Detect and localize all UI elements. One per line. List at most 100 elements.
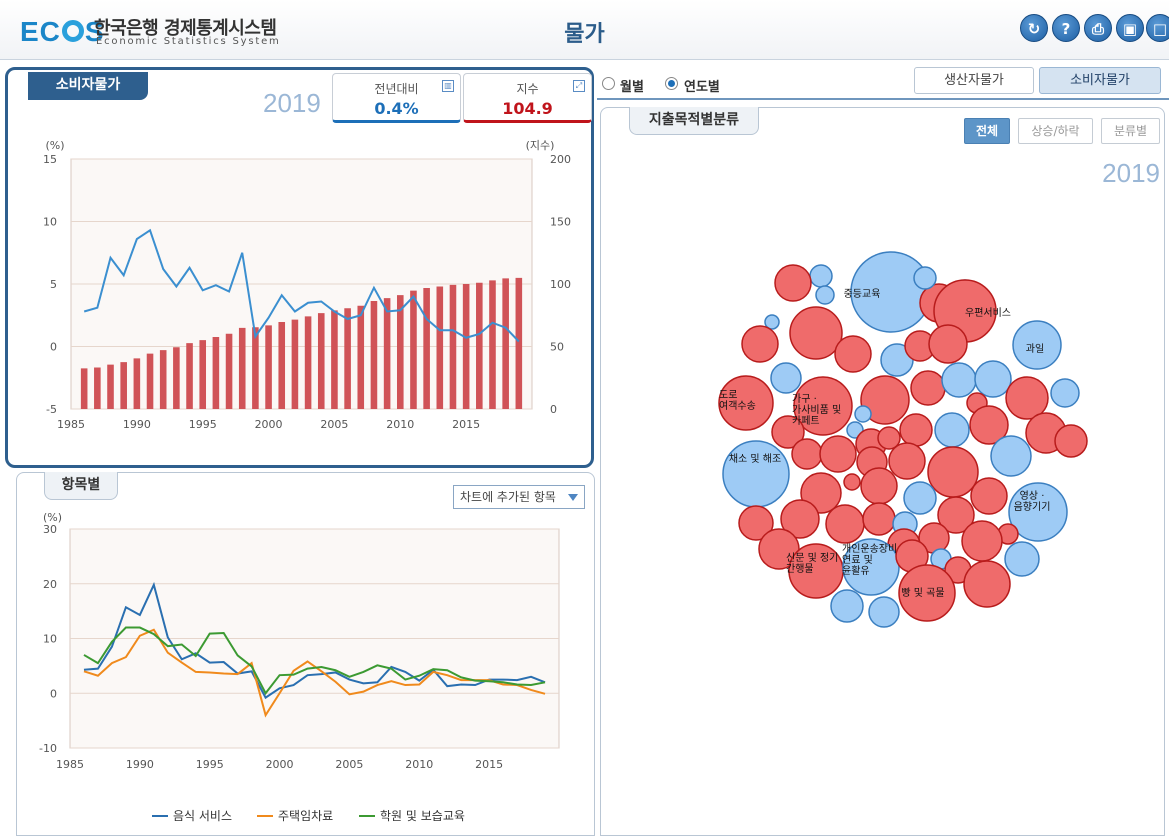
filter-updown-button[interactable]: 상승/하락 <box>1018 118 1093 144</box>
index-bar <box>291 319 299 409</box>
cpi-tab[interactable]: 소비자물가 <box>28 72 148 100</box>
radio-monthly[interactable] <box>602 77 615 90</box>
bubble-up <box>774 264 812 302</box>
bubble-up <box>738 505 774 541</box>
chevron-down-icon <box>568 494 578 501</box>
bubble-up <box>791 438 823 470</box>
x-tick-label: 2010 <box>405 758 433 771</box>
cpi-panel: 소비자물가 2019 ▥ 전년대비 0.4% ⤢ 지수 104.9 -5 0 5 10… <box>5 67 594 468</box>
bubble-label: 우편서비스 <box>965 307 1011 319</box>
x-tick-label: 1985 <box>56 758 84 771</box>
bubble-down <box>1004 541 1040 577</box>
y-tick-label: 10 <box>43 633 57 646</box>
bubble-label: 카페트 <box>792 415 820 427</box>
bubble-down <box>990 435 1032 477</box>
index-bar <box>173 347 180 409</box>
fullscreen-icon[interactable]: □ <box>1146 14 1169 42</box>
bubble-down <box>830 589 864 623</box>
bubble-down <box>934 412 970 448</box>
items-tab[interactable]: 항목별 <box>44 472 118 500</box>
kpi-yoy-value: 0.4% <box>374 99 419 118</box>
index-bar <box>159 350 167 409</box>
bubble-up <box>819 435 857 473</box>
y2-tick-label: 150 <box>550 216 571 229</box>
kpi-yoy-label: 전년대비 <box>374 82 419 96</box>
index-bar <box>515 277 523 409</box>
index-bar <box>133 358 141 409</box>
print-icon[interactable]: ⎙ <box>1084 14 1112 42</box>
index-bar <box>436 286 444 409</box>
ecos-logo[interactable]: EC S <box>20 16 105 47</box>
y-tick-label: -5 <box>46 403 57 416</box>
cpi-year: 2019 <box>263 88 321 118</box>
index-bar <box>410 290 417 409</box>
x-tick-label: 2005 <box>320 418 348 431</box>
x-tick-label: 1990 <box>123 418 151 431</box>
y2-tick-label: 0 <box>550 403 557 416</box>
logo-ring-icon <box>61 20 84 42</box>
index-bar <box>357 305 365 409</box>
x-tick-label: 1990 <box>126 758 154 771</box>
bubble-up <box>860 467 898 505</box>
y-tick-label: 20 <box>43 578 57 591</box>
bubble-up <box>843 473 861 491</box>
bubble-up <box>937 496 975 534</box>
series-line <box>83 581 546 700</box>
index-bar <box>212 337 220 409</box>
y-axis-unit: (%) <box>45 139 64 152</box>
y-tick-label: 15 <box>43 153 57 166</box>
bubble-down <box>913 266 937 290</box>
legend-label: 음식 서비스 <box>173 809 232 823</box>
kpi-index-label: 지수 <box>516 82 539 96</box>
bubble-up <box>758 528 800 570</box>
bubble-label: 가사비품 및 <box>792 404 841 416</box>
consumer-price-button[interactable]: 소비자물가 <box>1039 67 1161 94</box>
expand-icon[interactable]: ⤢ <box>573 80 585 92</box>
y-tick-label: 5 <box>50 278 57 291</box>
index-bar <box>462 284 470 409</box>
dropdown-label: 차트에 추가된 항목 <box>460 490 556 504</box>
bubble-up <box>834 335 872 373</box>
bubble-label: 개인운송장비 <box>842 543 897 555</box>
bubble-up <box>1005 376 1049 420</box>
bubble-up <box>877 426 901 450</box>
index-bar <box>225 333 233 409</box>
y-tick-label: -10 <box>39 742 57 755</box>
index-bar <box>331 310 338 409</box>
bubble-label: 과일 <box>1026 343 1044 355</box>
radio-yearly[interactable] <box>665 77 678 90</box>
bar-chart-icon[interactable]: ▥ <box>442 80 454 92</box>
index-bar <box>489 280 496 409</box>
index-bar <box>449 284 457 409</box>
producer-price-button[interactable]: 생산자물가 <box>914 67 1034 94</box>
bubble-label: 신문 및 정기 <box>786 552 838 564</box>
y-axis-unit: (%) <box>43 511 62 524</box>
radio-monthly-label[interactable]: 월별 <box>620 80 644 95</box>
x-tick-label: 2015 <box>452 418 480 431</box>
filter-class-button[interactable]: 분류별 <box>1101 118 1160 144</box>
kpi-index-card[interactable]: ⤢ 지수 104.9 <box>463 73 592 123</box>
index-bar <box>476 282 483 409</box>
bubble-up <box>862 502 896 536</box>
bubble-up <box>825 504 865 544</box>
bubble-down <box>809 264 833 288</box>
bubble-down <box>974 360 1012 398</box>
kpi-yoy-card[interactable]: ▥ 전년대비 0.4% <box>332 73 461 123</box>
save-icon[interactable]: ▣ <box>1116 14 1144 42</box>
index-bar <box>278 322 286 409</box>
refresh-icon[interactable]: ↻ <box>1020 14 1048 42</box>
series-line <box>83 626 546 696</box>
filter-all-button[interactable]: 전체 <box>964 118 1010 144</box>
bubble-label: 중등교육 <box>844 288 881 300</box>
radio-yearly-label[interactable]: 연도별 <box>684 80 720 95</box>
bubble-down <box>1008 482 1068 542</box>
bubble-label: 영상 · <box>1020 490 1045 502</box>
y2-tick-label: 100 <box>550 278 571 291</box>
bubble-down <box>764 314 780 330</box>
bubble-label: 채소 및 해조 <box>729 452 781 465</box>
added-items-dropdown[interactable]: 차트에 추가된 항목 <box>453 485 585 509</box>
expenditure-tab[interactable]: 지출목적별분류 <box>629 107 759 135</box>
y2-tick-label: 50 <box>550 341 564 354</box>
help-icon[interactable]: ? <box>1052 14 1080 42</box>
